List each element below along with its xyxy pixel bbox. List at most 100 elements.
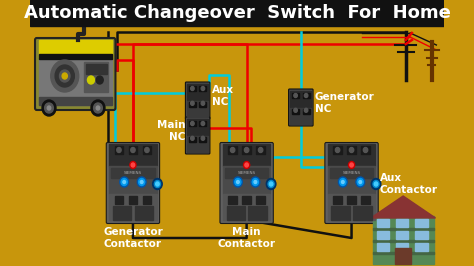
Circle shape [153, 178, 162, 189]
Circle shape [120, 177, 128, 187]
Bar [331, 206, 350, 220]
Circle shape [191, 122, 194, 126]
Circle shape [340, 178, 346, 185]
FancyBboxPatch shape [185, 117, 210, 154]
Circle shape [269, 182, 273, 186]
Bar [302, 93, 310, 98]
Bar [115, 146, 123, 154]
Bar [347, 196, 356, 204]
Bar [109, 144, 156, 166]
Bar [223, 194, 270, 220]
Circle shape [294, 108, 297, 112]
Bar [187, 101, 208, 117]
Circle shape [62, 73, 67, 79]
Circle shape [364, 148, 368, 152]
Bar [248, 206, 267, 220]
Bar [135, 206, 153, 220]
Circle shape [96, 76, 103, 84]
FancyBboxPatch shape [35, 38, 116, 110]
Bar [328, 144, 375, 166]
Circle shape [45, 103, 54, 113]
Bar [242, 146, 251, 154]
Bar [330, 168, 374, 178]
Bar [225, 168, 268, 178]
Bar [189, 121, 196, 126]
Circle shape [356, 177, 365, 187]
Bar [292, 109, 299, 114]
Circle shape [42, 100, 56, 116]
Bar [200, 137, 206, 142]
FancyBboxPatch shape [106, 143, 160, 223]
Bar [373, 216, 434, 264]
Bar [143, 146, 151, 154]
Bar [228, 196, 237, 204]
Circle shape [137, 177, 146, 187]
Circle shape [191, 101, 194, 105]
FancyBboxPatch shape [220, 143, 273, 223]
Circle shape [131, 163, 135, 167]
Bar [111, 168, 155, 178]
Bar [256, 146, 265, 154]
Circle shape [258, 148, 263, 152]
FancyBboxPatch shape [185, 82, 210, 119]
Bar [292, 93, 299, 98]
Bar [396, 231, 409, 239]
Text: Main
Contactor: Main Contactor [218, 227, 275, 249]
Bar [128, 146, 137, 154]
Bar [109, 166, 156, 194]
Circle shape [359, 181, 362, 184]
Text: SIEMENS: SIEMENS [124, 171, 142, 175]
Bar [256, 196, 265, 204]
Circle shape [230, 148, 235, 152]
Text: Aux
NC: Aux NC [212, 85, 234, 107]
Circle shape [155, 181, 161, 188]
Circle shape [96, 106, 100, 110]
Circle shape [191, 86, 194, 90]
Circle shape [55, 65, 74, 87]
Bar [302, 109, 310, 114]
Circle shape [201, 122, 205, 126]
Text: Automatic Changeover  Switch  For  Home: Automatic Changeover Switch For Home [24, 4, 450, 22]
Circle shape [123, 181, 126, 184]
Polygon shape [371, 196, 436, 218]
Circle shape [47, 106, 51, 110]
Bar [189, 102, 196, 107]
Bar [377, 243, 389, 251]
Circle shape [237, 181, 239, 184]
Circle shape [140, 181, 143, 184]
Bar [415, 243, 428, 251]
Bar [328, 194, 375, 220]
Bar [291, 107, 311, 124]
Bar [187, 84, 208, 100]
Circle shape [341, 181, 344, 184]
Bar [228, 146, 237, 154]
Circle shape [93, 103, 102, 113]
Circle shape [117, 148, 121, 152]
Circle shape [201, 86, 205, 90]
Circle shape [138, 178, 145, 185]
Bar [291, 91, 311, 107]
Circle shape [357, 178, 364, 185]
Circle shape [201, 136, 205, 140]
Circle shape [350, 163, 353, 167]
Text: Generator
Contactor: Generator Contactor [103, 227, 163, 249]
Bar [115, 196, 123, 204]
Bar [143, 196, 151, 204]
FancyBboxPatch shape [325, 143, 378, 223]
Bar [223, 144, 270, 166]
Circle shape [244, 161, 250, 168]
Circle shape [191, 136, 194, 140]
Circle shape [254, 181, 257, 184]
Circle shape [131, 148, 135, 152]
Circle shape [130, 161, 136, 168]
Bar [396, 219, 409, 227]
Bar [187, 119, 208, 135]
Circle shape [374, 182, 378, 186]
Bar [109, 194, 156, 220]
Bar [347, 146, 356, 154]
Circle shape [155, 182, 159, 186]
Circle shape [294, 94, 297, 98]
Circle shape [304, 108, 308, 112]
Text: Generator
NC: Generator NC [315, 92, 374, 114]
Circle shape [51, 60, 79, 92]
